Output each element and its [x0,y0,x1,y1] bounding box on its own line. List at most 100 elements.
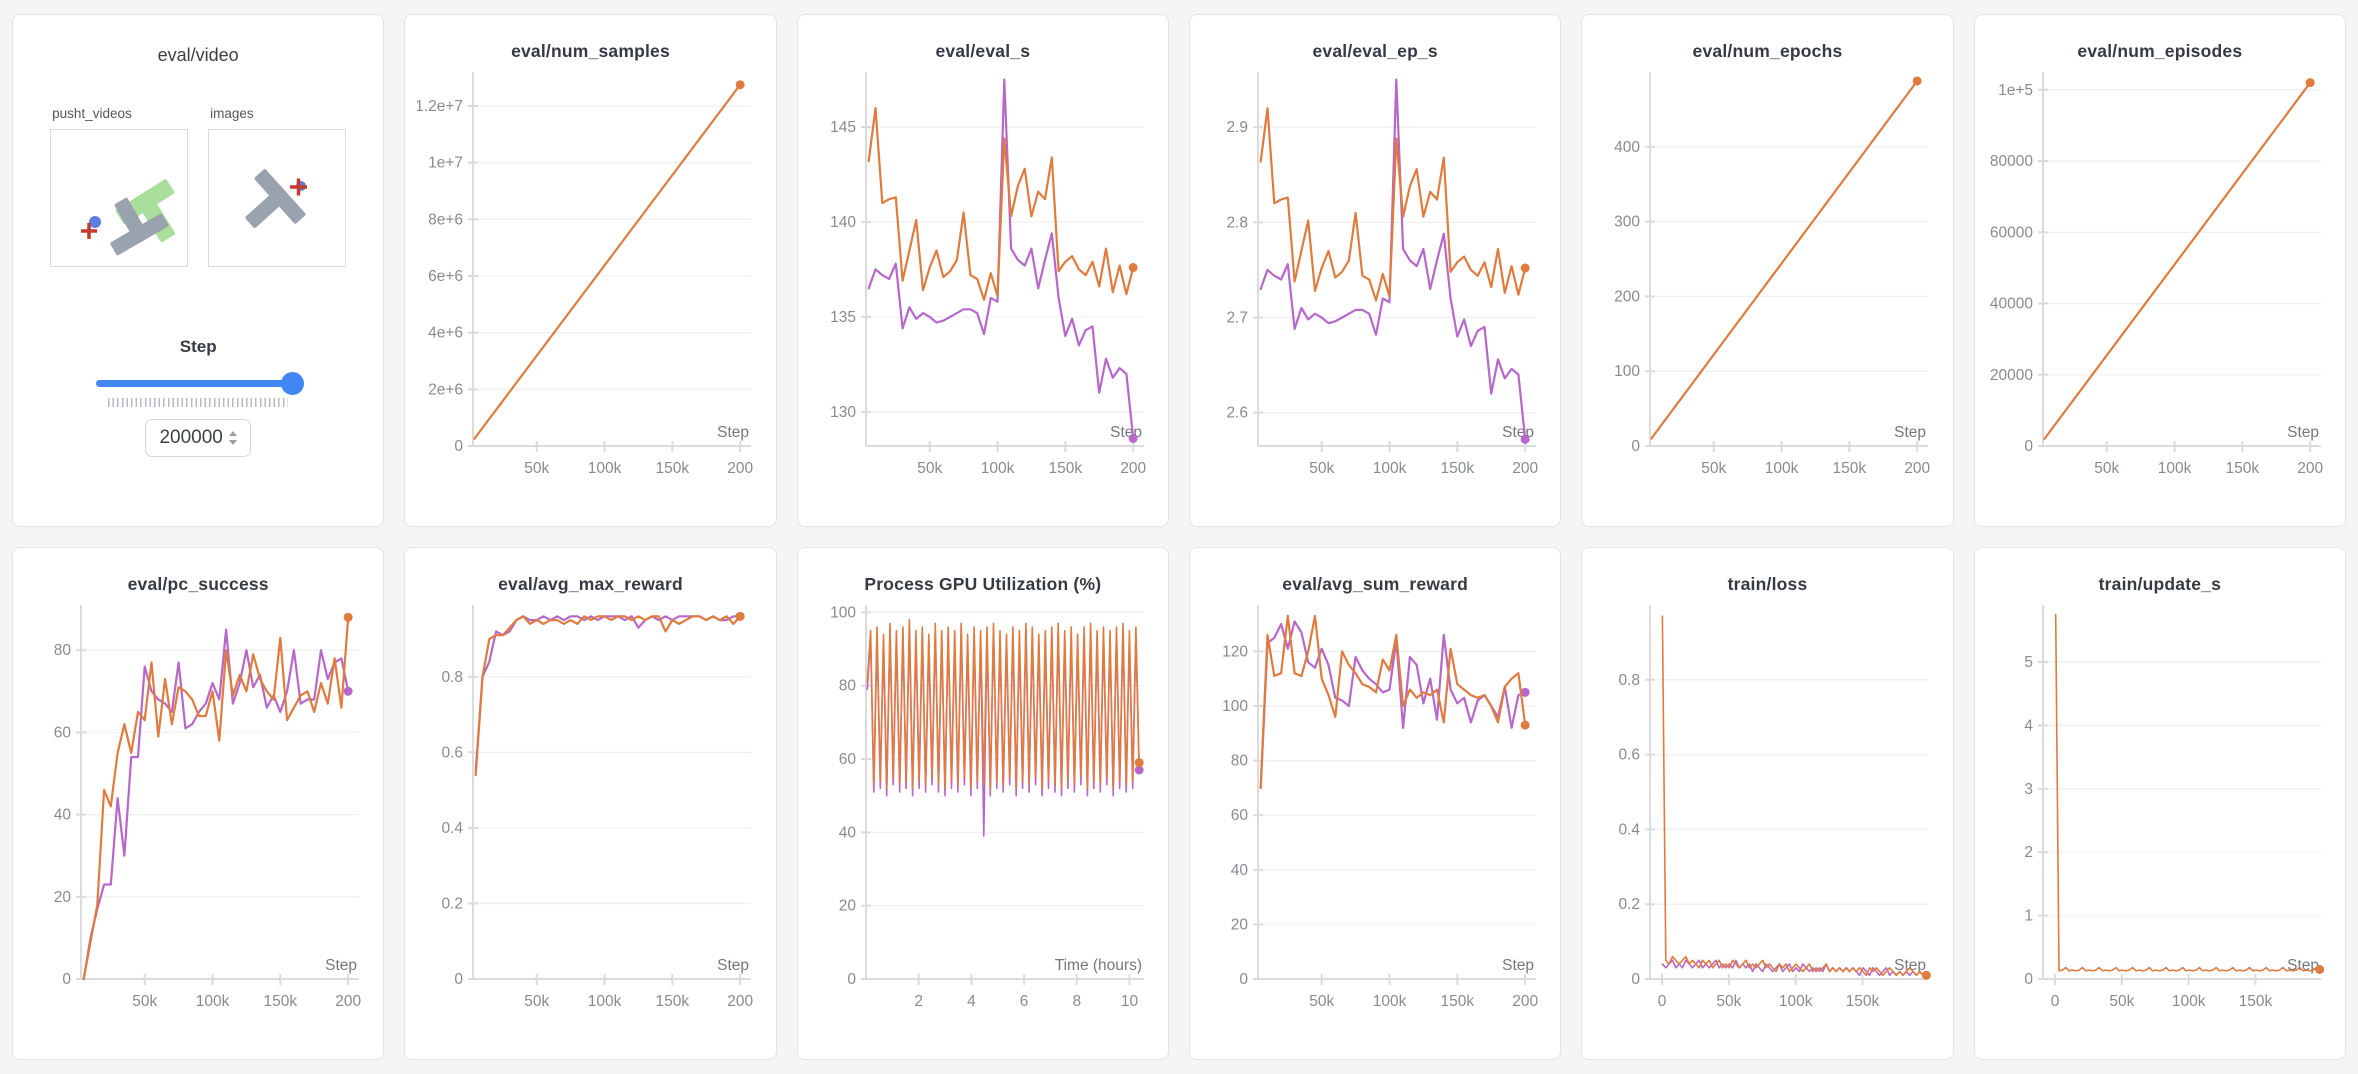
media-thumbnail-images[interactable] [208,129,347,267]
svg-text:80000: 80000 [1990,153,2033,170]
target-cross-icon [81,223,98,239]
svg-text:Step: Step [1895,957,1927,974]
svg-text:200: 200 [2297,460,2323,477]
chart-title: eval/num_episodes [2077,41,2243,61]
chart-canvas-eval-num-samples[interactable]: 0 2e+6 4e+6 6e+6 8e+6 1e+7 1.2e+7 50k 100k 150k 20… [416,64,763,501]
panel-gpu-utilization[interactable]: Process GPU Utilization (%) 0 20 40 60 80 100… [796,547,1169,1060]
panel-eval-num-episodes[interactable]: eval/num_episodes 0 20000 40000 60000 80000 1… [1973,14,2346,527]
chart-canvas-eval-eval-s[interactable]: 130 135 140 145 50k 100k 150k 200 Step [810,64,1156,501]
svg-text:0.4: 0.4 [1619,821,1641,838]
svg-text:50k: 50k [525,460,550,477]
svg-text:150k: 150k [2225,460,2259,477]
panel-eval-avg-max-reward[interactable]: eval/avg_max_reward 0 0.2 0.4 0.6 0.8 50k 100k… [404,547,777,1060]
svg-text:100k: 100k [1779,993,1813,1010]
svg-text:0.6: 0.6 [1619,747,1641,764]
panel-train-loss[interactable]: train/loss 0 0.2 0.4 0.6 0.8 0 50k 100k 150k Step [1581,547,1954,1060]
media-thumbnail-pusht-videos[interactable] [50,129,189,267]
svg-text:100k: 100k [2158,460,2192,477]
panel-eval-video[interactable]: eval/video pusht_videos [12,14,385,527]
chart-title: eval/num_epochs [1692,41,1843,61]
svg-text:2: 2 [2024,844,2033,861]
panel-eval-num-epochs[interactable]: eval/num_epochs 0 100 200 300 400 50k 100k 150k… [1581,14,1954,527]
svg-text:0: 0 [1632,438,1641,455]
svg-text:40: 40 [1231,862,1249,879]
svg-text:6: 6 [1020,993,1029,1010]
chart-canvas-train-loss[interactable]: 0 0.2 0.4 0.6 0.8 0 50k 100k 150k Step [1594,597,1940,1034]
svg-text:4e+6: 4e+6 [429,325,464,342]
panel-eval-eval-s[interactable]: eval/eval_s 130 135 140 145 50k 100k 150k 200 St… [796,14,1169,527]
svg-text:200: 200 [335,993,361,1010]
step-slider[interactable] [96,371,304,395]
chart-canvas-eval-num-episodes[interactable]: 0 20000 40000 60000 80000 1e+5 50k 100k 150k 200 S… [1987,64,2333,501]
svg-text:50k: 50k [1702,460,1727,477]
decrement-icon[interactable] [228,440,237,445]
svg-text:100: 100 [830,604,856,621]
svg-text:50k: 50k [917,460,942,477]
svg-text:0.2: 0.2 [1619,896,1641,913]
stepper-arrows[interactable] [228,431,237,445]
chart-title: eval/num_samples [511,41,670,61]
chart-canvas-eval-num-epochs[interactable]: 0 100 200 300 400 50k 100k 150k 200 Step [1594,64,1940,501]
panel-eval-eval-ep-s[interactable]: eval/eval_ep_s 2.6 2.7 2.8 2.9 50k 100k 150k 20… [1189,14,1562,527]
svg-text:150k: 150k [656,993,690,1010]
chart-canvas-eval-eval-ep-s[interactable]: 2.6 2.7 2.8 2.9 50k 100k 150k 200 Step [1202,64,1548,501]
svg-text:0.8: 0.8 [1619,672,1641,689]
svg-text:150k: 150k [2239,993,2273,1010]
step-number-input[interactable]: 200000 [145,419,252,457]
svg-text:200: 200 [1615,288,1641,305]
chart-title: train/update_s [2098,574,2222,594]
svg-text:150k: 150k [1833,460,1867,477]
svg-text:200: 200 [1512,460,1538,477]
svg-text:60: 60 [1231,807,1249,824]
increment-icon[interactable] [228,431,237,436]
svg-text:0: 0 [63,971,72,988]
media-caption: pusht_videos [52,106,132,121]
svg-text:20: 20 [54,889,72,906]
svg-text:60000: 60000 [1990,224,2033,241]
svg-text:50k: 50k [1309,993,1334,1010]
svg-text:0.2: 0.2 [442,895,464,912]
panel-eval-num-samples[interactable]: eval/num_samples 0 2e+6 4e+6 6e+6 8e+6 1e+7 1.… [404,14,777,527]
chart-title: eval/eval_s [935,41,1031,61]
panel-train-update-s[interactable]: train/update_s 0 1 2 3 4 5 0 50k 100k 150k Step [1973,547,2346,1060]
svg-text:400: 400 [1615,139,1641,156]
svg-text:100: 100 [1222,698,1248,715]
chart-canvas-eval-pc-success[interactable]: 0 20 40 60 80 50k 100k 150k 200 Step [25,597,371,1034]
svg-text:100k: 100k [981,460,1015,477]
step-slider-label: Step [179,337,217,356]
svg-text:100k: 100k [588,993,622,1010]
chart-canvas-eval-avg-sum-reward[interactable]: 0 20 40 60 80 100 120 50k 100k 150k 200 Step [1202,597,1548,1034]
svg-text:2.9: 2.9 [1227,119,1249,136]
chart-title: eval/avg_sum_reward [1282,574,1469,594]
svg-text:20: 20 [839,898,857,915]
svg-text:20: 20 [1231,916,1249,933]
agent-dot-icon [89,216,102,228]
svg-text:80: 80 [1231,753,1249,770]
svg-text:135: 135 [830,309,856,326]
svg-text:0: 0 [1658,993,1667,1010]
svg-text:4: 4 [2024,717,2033,734]
svg-text:100k: 100k [588,460,622,477]
svg-text:200: 200 [1120,460,1146,477]
svg-text:100k: 100k [2172,993,2206,1010]
chart-canvas-train-update-s[interactable]: 0 1 2 3 4 5 0 50k 100k 150k Step [1987,597,2333,1034]
svg-text:8: 8 [1072,993,1081,1010]
svg-text:50k: 50k [2094,460,2119,477]
svg-text:2.8: 2.8 [1227,214,1249,231]
svg-text:0: 0 [1632,971,1641,988]
panel-eval-pc-success[interactable]: eval/pc_success 0 20 40 60 80 50k 100k 150k 200 S… [12,547,385,1060]
svg-text:8e+6: 8e+6 [429,211,464,228]
svg-text:4: 4 [967,993,976,1010]
panel-eval-avg-sum-reward[interactable]: eval/avg_sum_reward 0 20 40 60 80 100 120 50k 10… [1189,547,1562,1060]
svg-text:200: 200 [1905,460,1931,477]
svg-text:Step: Step [718,957,750,974]
svg-text:300: 300 [1615,214,1641,231]
svg-text:2: 2 [914,993,923,1010]
svg-text:40: 40 [54,807,72,824]
slider-thumb[interactable] [280,372,304,395]
chart-canvas-eval-avg-max-reward[interactable]: 0 0.2 0.4 0.6 0.8 50k 100k 150k 200 Step [417,597,763,1034]
chart-canvas-gpu-utilization[interactable]: 0 20 40 60 80 100 2 4 6 8 10 Time (hours) [810,597,1156,1034]
slider-tick-ruler [108,398,289,407]
svg-text:1.2e+7: 1.2e+7 [417,98,463,115]
svg-text:100k: 100k [196,993,230,1010]
